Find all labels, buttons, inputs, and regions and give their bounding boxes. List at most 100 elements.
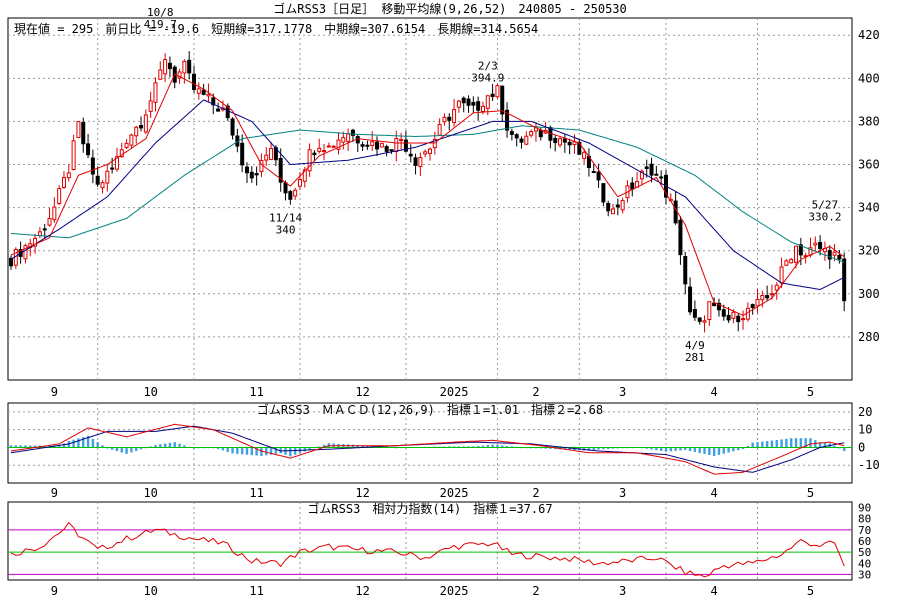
candle-body [620, 200, 625, 211]
candle-body [230, 118, 235, 136]
candle-body [567, 141, 572, 146]
candle-body [447, 116, 452, 121]
macd-histogram-bar [655, 447, 658, 451]
candle-body [182, 60, 187, 74]
candle-body [81, 122, 86, 145]
rsi-panel-frame [7, 501, 853, 581]
candle-body [716, 302, 721, 311]
candle-body [139, 125, 144, 129]
macd-histogram-bar [472, 446, 475, 448]
candle-body [71, 140, 76, 170]
candle-body [611, 208, 616, 215]
x-tick-label: 2 [532, 584, 539, 598]
macd-histogram-bar [804, 438, 807, 448]
macd-histogram-bar [505, 445, 509, 448]
x-tick-label: 3 [619, 385, 626, 399]
candle-body [798, 244, 803, 256]
macd-histogram-bar [452, 446, 456, 448]
price-grid [8, 18, 852, 380]
candle-body [403, 139, 408, 152]
macd-histogram-bar [250, 447, 254, 456]
candle-body [500, 85, 505, 115]
candle-body [322, 150, 327, 153]
candle-body [163, 59, 168, 75]
x-tick-label: 4 [711, 486, 718, 500]
rsi-x-axis: 9 10 11 12 2025 2 3 4 5 [51, 584, 814, 598]
candle-body [765, 295, 770, 299]
candle-body [721, 309, 726, 317]
x-tick-label: 5 [807, 486, 814, 500]
macd-histogram-bar [544, 447, 547, 449]
candle-body [712, 302, 717, 307]
candle-body [148, 100, 153, 112]
macd-histogram-bar [221, 447, 225, 451]
candle-body [129, 134, 134, 146]
candle-body [341, 137, 346, 143]
macd-histogram-bar [664, 447, 668, 452]
macd-histogram-bar [154, 444, 157, 448]
candle-body [211, 97, 216, 106]
candle-body [240, 142, 245, 166]
candle-body [244, 166, 249, 174]
macd-histogram-bar [746, 445, 750, 448]
rsi-title: ゴムRSS3 相対力指数(14) 指標１=37.67 [307, 501, 552, 516]
candle-body [702, 320, 707, 323]
candle-body [428, 148, 432, 154]
macd-histogram-bar [231, 447, 234, 454]
x-tick-label: 9 [51, 486, 58, 500]
macd-histogram-bar [135, 447, 138, 451]
candle-body [307, 149, 312, 172]
rsi-line [10, 521, 845, 578]
candle-body [452, 109, 457, 124]
macd-histogram-bar [265, 447, 268, 456]
candle-body [105, 170, 110, 184]
candle-body [485, 95, 490, 109]
macd-histogram-bar [602, 447, 605, 450]
candle-body [23, 245, 28, 260]
macd-histogram-bar [236, 447, 239, 454]
macd-histogram-bar [587, 447, 591, 451]
y-tick-label: 40 [858, 557, 871, 570]
candle-body [818, 241, 823, 250]
candle-body [630, 182, 635, 190]
candle-body [769, 293, 774, 296]
candle-body [736, 315, 741, 323]
macd-histogram-bar [178, 443, 181, 448]
candle-body [86, 143, 91, 156]
candle-body [794, 245, 799, 263]
candle-body [423, 151, 428, 155]
candle-body [158, 69, 163, 80]
macd-histogram-bar [501, 445, 504, 448]
macd-histogram-bar [611, 447, 615, 449]
y-tick-label: 320 [858, 244, 880, 258]
macd-histogram-bar [308, 447, 311, 450]
macd-histogram-bar [57, 445, 61, 448]
macd-histogram-bar [96, 442, 99, 448]
macd-title: ゴムRSS3 ＭＡＣＤ(12,26,9) 指標１=1.01 指標２=2.68 [257, 402, 603, 417]
macd-histogram-bar [240, 447, 244, 455]
annotation-value: 281 [685, 351, 705, 364]
macd-histogram-bar [592, 447, 595, 451]
macd-histogram-bar [24, 445, 27, 448]
macd-histogram-bar [761, 441, 764, 448]
x-tick-label: 11 [249, 584, 263, 598]
macd-histogram-bar [491, 444, 494, 448]
y-tick-label: 360 [858, 158, 880, 172]
macd-histogram-bar [356, 445, 359, 448]
candle-body [529, 131, 534, 136]
macd-histogram-bar [86, 435, 90, 448]
rsi-marks [8, 521, 852, 578]
candle-body [302, 169, 307, 182]
candle-body [187, 59, 192, 74]
candle-body [336, 139, 341, 150]
candle-body [119, 149, 124, 158]
macd-histogram-bar [688, 447, 692, 451]
candle-body [639, 170, 644, 180]
macd-histogram-bar [139, 447, 143, 450]
candle-body [577, 141, 582, 155]
candle-body [201, 89, 206, 95]
y-tick-label: 400 [858, 71, 880, 85]
